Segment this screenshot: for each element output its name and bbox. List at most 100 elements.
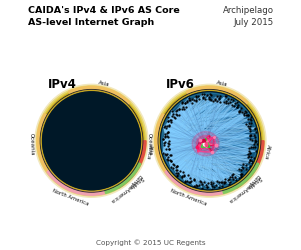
Point [126,164,131,168]
Point [166,143,171,147]
Point [173,168,178,172]
Point [205,186,210,190]
Point [181,174,186,178]
Point [252,127,257,131]
Point [129,148,133,152]
Point [46,126,51,130]
Point [130,150,135,154]
Point [180,107,185,111]
Point [66,175,71,179]
Point [79,100,84,104]
Point [62,172,67,176]
Point [44,132,49,136]
Point [42,132,47,136]
Point [248,159,253,163]
Point [248,146,253,150]
Point [91,185,96,189]
Point [169,120,174,124]
Point [170,162,175,166]
Point [175,114,179,117]
Point [43,135,48,139]
Point [128,118,132,122]
Point [82,93,87,97]
Wedge shape [223,163,259,194]
Point [67,98,72,102]
Point [113,103,118,107]
Point [136,148,141,152]
Point [64,102,69,106]
Point [244,168,249,172]
Point [46,158,51,162]
Point [110,174,114,178]
Point [46,143,51,147]
Point [93,98,98,102]
Point [62,102,67,106]
Point [126,120,131,124]
Circle shape [55,105,128,178]
Point [183,179,188,183]
Point [64,108,69,112]
Point [194,95,199,99]
Point [205,186,209,190]
Point [131,152,136,156]
Point [98,179,103,183]
Point [196,94,200,98]
Point [254,143,259,147]
Circle shape [156,88,263,194]
Ellipse shape [192,132,219,156]
Point [132,121,137,125]
Point [73,94,78,98]
Point [126,168,131,172]
Point [196,183,201,187]
Point [66,98,71,102]
Point [118,111,123,115]
Point [240,162,245,166]
Point [106,177,111,181]
Point [252,145,257,149]
Point [248,122,253,126]
Point [191,177,196,181]
Point [48,164,53,168]
Point [233,101,238,105]
Point [61,177,65,181]
Point [129,124,134,128]
Point [231,104,236,108]
Point [248,134,253,138]
Point [169,159,173,163]
Point [130,138,135,141]
Point [108,101,113,105]
Wedge shape [37,114,49,172]
Point [120,168,125,172]
Point [54,162,59,166]
Point [208,180,213,184]
Point [48,145,52,149]
Point [76,184,80,188]
Point [194,184,199,188]
Point [209,184,214,188]
Point [44,137,49,141]
Point [247,165,252,169]
Point [174,174,179,178]
Wedge shape [138,141,146,164]
Point [225,98,230,102]
Circle shape [36,86,147,196]
Point [67,178,72,182]
Point [251,157,256,161]
Point [199,182,204,186]
Point [123,169,127,173]
Point [119,111,124,115]
Point [215,94,220,98]
Point [62,178,67,182]
Point [132,151,136,155]
Point [118,171,123,175]
Point [190,102,195,106]
Point [163,154,168,158]
Point [130,115,135,119]
Point [107,182,112,186]
Point [176,107,181,111]
Point [237,111,241,115]
Circle shape [154,86,265,196]
Point [68,180,73,184]
Point [111,174,116,178]
Point [49,158,54,162]
